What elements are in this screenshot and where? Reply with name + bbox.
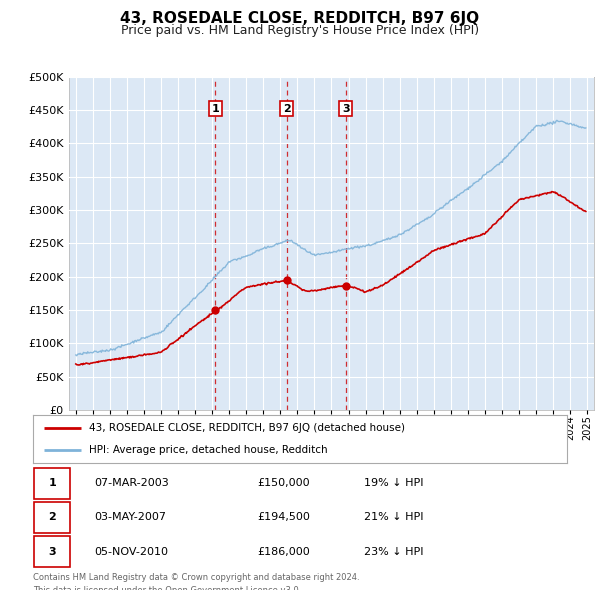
Text: 19% ↓ HPI: 19% ↓ HPI [364, 478, 424, 488]
Text: HPI: Average price, detached house, Redditch: HPI: Average price, detached house, Redd… [89, 445, 328, 455]
Text: £186,000: £186,000 [257, 547, 310, 556]
Text: 21% ↓ HPI: 21% ↓ HPI [364, 513, 424, 522]
Text: £150,000: £150,000 [257, 478, 310, 488]
Text: 1: 1 [49, 478, 56, 488]
Text: This data is licensed under the Open Government Licence v3.0.: This data is licensed under the Open Gov… [33, 586, 301, 590]
Text: 3: 3 [342, 104, 350, 114]
Text: 2: 2 [49, 513, 56, 522]
FancyBboxPatch shape [34, 502, 70, 533]
Text: 43, ROSEDALE CLOSE, REDDITCH, B97 6JQ (detached house): 43, ROSEDALE CLOSE, REDDITCH, B97 6JQ (d… [89, 423, 405, 433]
Text: 3: 3 [49, 547, 56, 556]
Text: 2: 2 [283, 104, 291, 114]
Text: 43, ROSEDALE CLOSE, REDDITCH, B97 6JQ: 43, ROSEDALE CLOSE, REDDITCH, B97 6JQ [121, 11, 479, 25]
FancyBboxPatch shape [34, 536, 70, 567]
Text: Price paid vs. HM Land Registry's House Price Index (HPI): Price paid vs. HM Land Registry's House … [121, 24, 479, 37]
Text: 23% ↓ HPI: 23% ↓ HPI [364, 547, 424, 556]
Text: 05-NOV-2010: 05-NOV-2010 [94, 547, 169, 556]
Text: Contains HM Land Registry data © Crown copyright and database right 2024.: Contains HM Land Registry data © Crown c… [33, 573, 359, 582]
Text: £194,500: £194,500 [257, 513, 310, 522]
FancyBboxPatch shape [34, 468, 70, 499]
Text: 03-MAY-2007: 03-MAY-2007 [94, 513, 166, 522]
Text: 07-MAR-2003: 07-MAR-2003 [94, 478, 169, 488]
Text: 1: 1 [211, 104, 219, 114]
